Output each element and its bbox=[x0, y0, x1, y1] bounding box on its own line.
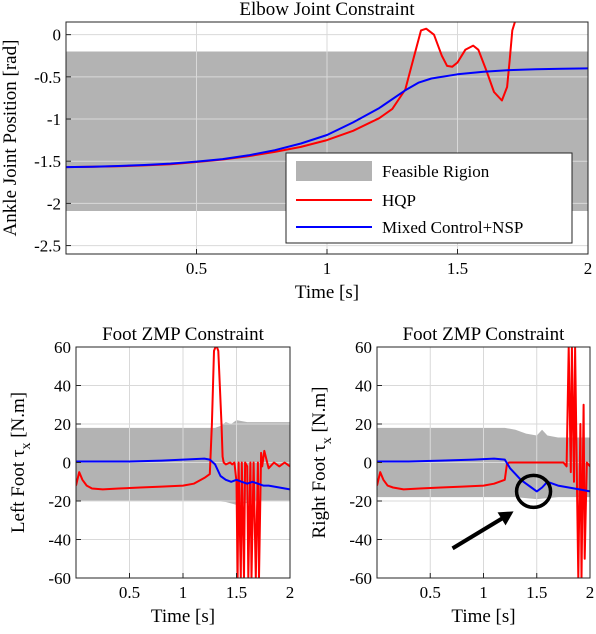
series-line-mixed-control bbox=[76, 457, 290, 491]
y-tick-label: -20 bbox=[48, 492, 71, 511]
series-line-mixed-control bbox=[377, 457, 590, 493]
legend: Feasible Rigion HQP Mixed Control+NSP bbox=[285, 152, 573, 244]
y-axis-label: Left Foot τx [N.m] bbox=[8, 392, 34, 533]
y-tick-label: -60 bbox=[349, 569, 372, 588]
legend-label-series: HQP bbox=[382, 191, 416, 210]
y-axis-label: Ankle Joint Position [rad] bbox=[0, 40, 21, 237]
chart-panel-3: 0.5 1 1.5 2 60 40 20 0 -20 -40 -60 Foot ZMP Constra… bbox=[309, 324, 594, 627]
y-tick-label: -1.5 bbox=[34, 152, 61, 171]
legend-swatch-feasible bbox=[296, 161, 372, 181]
x-tick-label: 1.5 bbox=[226, 583, 247, 602]
series-line-hqp bbox=[76, 347, 290, 578]
y-tick-label: -2.5 bbox=[34, 237, 61, 256]
x-tick-label: 1 bbox=[323, 259, 332, 278]
x-tick-label: 2 bbox=[586, 583, 595, 602]
series-line-hqp bbox=[377, 347, 590, 578]
x-tick-label: 1 bbox=[479, 583, 488, 602]
x-tick-label: 2 bbox=[584, 259, 593, 278]
arrow-shaft bbox=[451, 514, 507, 551]
x-tick-label: 1 bbox=[179, 583, 188, 602]
highlight-circle bbox=[514, 473, 553, 510]
y-tick-label: 0 bbox=[53, 26, 62, 45]
arrow-head bbox=[497, 511, 514, 526]
y-tick-label: 60 bbox=[355, 338, 372, 357]
x-tick-label: 0.5 bbox=[420, 583, 441, 602]
y-tick-label: -20 bbox=[349, 492, 372, 511]
chart-title: Foot ZMP Constraint bbox=[403, 324, 566, 345]
chart-panel-2: 0.5 1 1.5 2 60 40 20 0 -20 -40 -60 Foot ZMP Constra… bbox=[8, 324, 294, 627]
y-axis-label: Right Foot τx [N.m] bbox=[309, 387, 335, 539]
chart-panel-1: 0.5 1 1.5 2 0 -0.5 -1 -1.5 -2 -2.5 Elbow Joint Con… bbox=[0, 0, 592, 303]
x-axis-label: Time [s] bbox=[151, 606, 215, 627]
y-tick-label: -0.5 bbox=[34, 68, 61, 87]
y-tick-label: -2 bbox=[47, 194, 61, 213]
y-tick-label: -40 bbox=[349, 531, 372, 550]
x-tick-label: 1.5 bbox=[526, 583, 547, 602]
y-tick-label: 60 bbox=[54, 338, 71, 357]
x-tick-label: 1.5 bbox=[447, 259, 468, 278]
x-axis-label: Time [s] bbox=[295, 282, 359, 303]
y-tick-label: 0 bbox=[63, 454, 72, 473]
y-tick-label: 0 bbox=[364, 454, 373, 473]
y-tick-label: -1 bbox=[47, 110, 61, 129]
y-tick-label: -60 bbox=[48, 569, 71, 588]
x-axis-label: Time [s] bbox=[451, 606, 515, 627]
chart-title: Foot ZMP Constraint bbox=[102, 324, 265, 345]
y-tick-label: -40 bbox=[48, 531, 71, 550]
y-tick-label: 20 bbox=[54, 415, 71, 434]
x-tick-label: 0.5 bbox=[119, 583, 140, 602]
x-tick-label: 2 bbox=[286, 583, 295, 602]
legend-label-feasible: Feasible Rigion bbox=[382, 162, 490, 181]
x-tick-label: 0.5 bbox=[186, 259, 207, 278]
series-line-mixed-control bbox=[66, 67, 588, 169]
y-tick-label: 40 bbox=[355, 377, 372, 396]
y-tick-label: 40 bbox=[54, 377, 71, 396]
chart-title: Elbow Joint Constraint bbox=[239, 0, 415, 20]
legend-label-series: Mixed Control+NSP bbox=[382, 218, 523, 237]
y-tick-label: 20 bbox=[355, 415, 372, 434]
